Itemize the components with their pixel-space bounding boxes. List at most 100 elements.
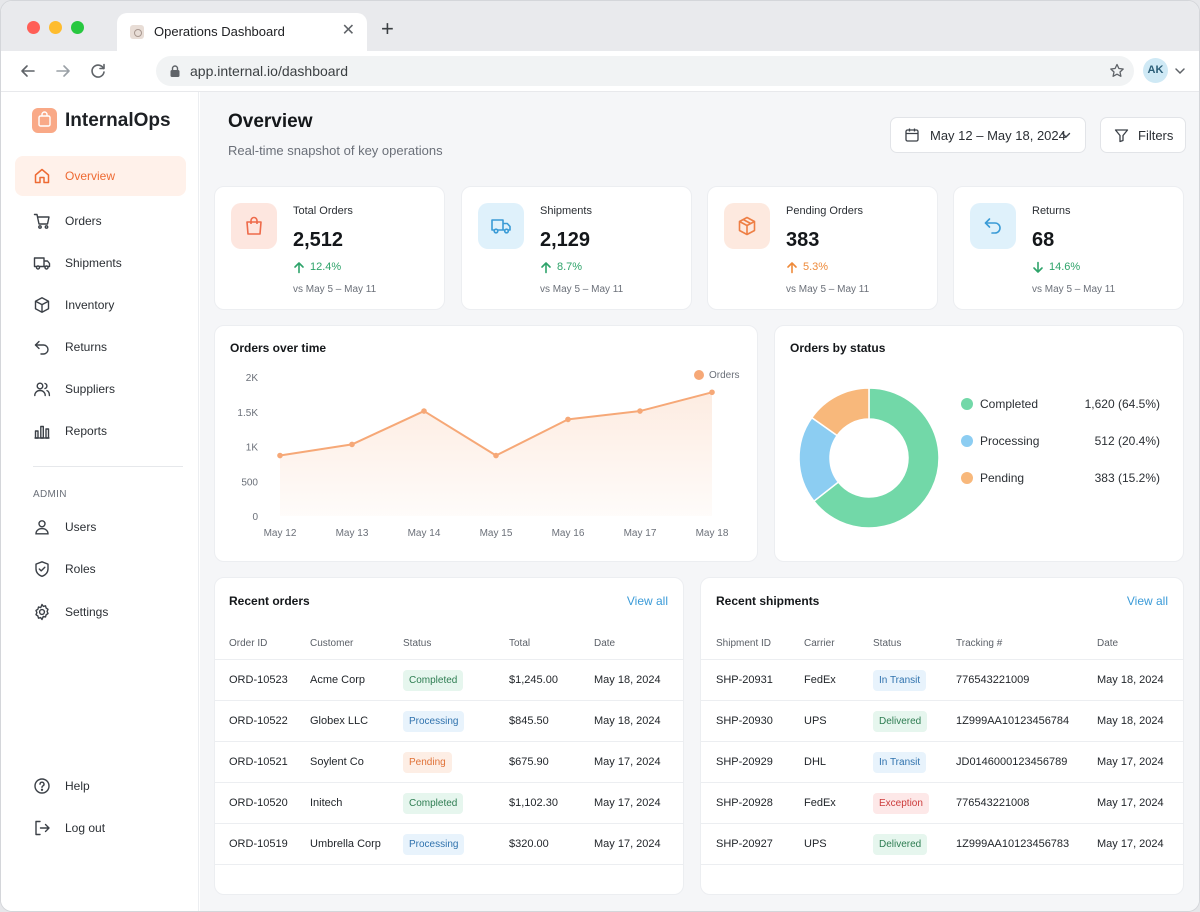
column-header[interactable]: Shipment ID xyxy=(716,638,772,649)
new-tab-button[interactable]: + xyxy=(381,16,394,41)
legend-swatch xyxy=(694,370,704,380)
kpi-icon-box xyxy=(478,203,524,249)
gear-icon xyxy=(35,603,49,621)
shipment-id: SHP-20927 xyxy=(716,838,773,850)
chart-title: Orders by status xyxy=(790,341,886,355)
legend-swatch xyxy=(961,435,973,447)
order-date: May 17, 2024 xyxy=(594,838,661,850)
table-row[interactable]: ORD-10521 Soylent Co Pending $675.90 May 17,… xyxy=(215,742,683,783)
table-row[interactable]: SHP-20928 FedEx Exception 776543221008 May 1… xyxy=(701,783,1183,824)
column-header[interactable]: Order ID xyxy=(229,638,268,649)
kpi-card-shipments[interactable]: Shipments 2,129 8.7% vs May 5 – May 11 xyxy=(461,186,692,310)
tab-close-icon[interactable]: ✕ xyxy=(341,22,355,39)
kpi-value: 2,129 xyxy=(540,229,591,251)
column-header[interactable]: Carrier xyxy=(804,638,835,649)
table-row[interactable]: SHP-20929 DHL In Transit JD0146000123456789… xyxy=(701,742,1183,783)
orders-over-time-chart: 0 500 1K 1.5K 2K May 12 May 13 May 14 May 15 May … xyxy=(237,370,740,539)
address-bar[interactable]: app.internal.io/dashboard xyxy=(156,56,1134,86)
sidebar-item-users[interactable]: Users xyxy=(15,507,186,547)
users-icon xyxy=(34,382,51,397)
table-title: Recent orders xyxy=(229,594,310,608)
legend-swatch xyxy=(961,472,973,484)
sidebar-item-suppliers[interactable]: Suppliers xyxy=(15,369,186,409)
sidebar-item-orders[interactable]: Orders xyxy=(15,201,186,241)
filters-button[interactable]: Filters xyxy=(1100,117,1186,153)
sidebar-item-logout[interactable]: Log out xyxy=(15,808,186,848)
table-row[interactable]: ORD-10520 Initech Completed $1,102.30 May 17… xyxy=(215,783,683,824)
customer-name: Acme Corp xyxy=(310,674,366,686)
legend-label: Pending xyxy=(980,471,1025,485)
profile-avatar[interactable]: AK xyxy=(1143,58,1168,83)
legend-value: 383 (15.2%) xyxy=(1094,471,1160,485)
y-tick-label: 1K xyxy=(246,443,259,454)
table-row[interactable]: ORD-10522 Globex LLC Processing $845.50 May … xyxy=(215,701,683,742)
orders-data-point xyxy=(565,416,571,423)
kpi-comparison: vs May 5 – May 11 xyxy=(540,284,624,295)
tab-title: Operations Dashboard xyxy=(154,24,285,39)
table-row[interactable]: SHP-20927 UPS Delivered 1Z999AA10123456783 M… xyxy=(701,824,1183,865)
x-tick-label: May 14 xyxy=(408,528,441,539)
customer-name: Umbrella Corp xyxy=(310,838,381,850)
browser-tab[interactable]: Operations Dashboard ✕ xyxy=(117,13,367,51)
date-range-label: May 12 – May 18, 2024 xyxy=(930,128,1066,143)
sidebar-item-label: Reports xyxy=(65,424,108,438)
kpi-card-pending-orders[interactable]: Pending Orders 383 5.3% vs May 5 – May 1… xyxy=(707,186,938,310)
table-row[interactable]: SHP-20931 FedEx In Transit 776543221009 May … xyxy=(701,660,1183,701)
sidebar-item-shipments[interactable]: Shipments xyxy=(15,243,186,283)
close-window-button[interactable] xyxy=(27,21,40,34)
bookmark-star-icon[interactable] xyxy=(1108,62,1126,80)
kpi-card-returns[interactable]: Returns 68 14.6% vs May 5 – May 11 xyxy=(953,186,1184,310)
column-header[interactable]: Customer xyxy=(310,638,354,649)
kpi-delta-value: 14.6% xyxy=(1049,261,1081,273)
x-tick-label: May 13 xyxy=(336,528,369,539)
return-icon xyxy=(984,218,1001,234)
sidebar-item-label: Shipments xyxy=(65,256,122,270)
table-row[interactable]: ORD-10519 Umbrella Corp Processing $320.00 M… xyxy=(215,824,683,865)
kpi-comparison: vs May 5 – May 11 xyxy=(293,284,377,295)
sidebar-item-label: Inventory xyxy=(65,298,115,312)
kpi-label: Shipments xyxy=(540,205,592,217)
shipment-id: SHP-20929 xyxy=(716,756,773,768)
kpi-delta-value: 12.4% xyxy=(310,261,342,273)
column-header[interactable]: Date xyxy=(594,638,616,649)
back-arrow-icon[interactable] xyxy=(17,60,39,82)
forward-arrow-icon[interactable] xyxy=(52,60,74,82)
orders-over-time-card: Orders over time 0 500 1K 1.5K 2K May 12 May 1… xyxy=(214,325,758,562)
legend-label: Processing xyxy=(980,434,1040,448)
column-header[interactable]: Date xyxy=(1097,638,1119,649)
shipment-date: May 17, 2024 xyxy=(1097,756,1164,768)
sidebar-item-reports[interactable]: Reports xyxy=(15,411,186,451)
table-row[interactable]: SHP-20930 UPS Delivered 1Z999AA10123456784 M… xyxy=(701,701,1183,742)
column-header[interactable]: Status xyxy=(873,638,902,649)
chevron-down-icon[interactable] xyxy=(1173,64,1187,78)
reload-icon[interactable] xyxy=(87,60,109,82)
sidebar-item-label: Users xyxy=(65,520,97,534)
y-tick-label: 500 xyxy=(241,477,258,488)
order-id: ORD-10520 xyxy=(229,797,288,809)
sidebar-item-inventory[interactable]: Inventory xyxy=(15,285,186,325)
sidebar-item-overview[interactable]: Overview xyxy=(15,156,186,196)
arrow-down-icon xyxy=(1033,261,1043,273)
maximize-window-button[interactable] xyxy=(71,21,84,34)
view-all-orders-link[interactable]: View all xyxy=(626,594,668,608)
shipment-id: SHP-20931 xyxy=(716,674,773,686)
view-all-shipments-link[interactable]: View all xyxy=(1126,594,1168,608)
minimize-window-button[interactable] xyxy=(49,21,62,34)
arrow-up-icon xyxy=(787,262,797,274)
order-id: ORD-10521 xyxy=(229,756,288,768)
kpi-card-total-orders[interactable]: Total Orders 2,512 12.4% vs May 5 – May … xyxy=(214,186,445,310)
order-total: $1,245.00 xyxy=(509,674,558,686)
calendar-icon xyxy=(905,128,919,142)
column-header[interactable]: Total xyxy=(509,638,531,649)
order-id: ORD-10519 xyxy=(229,838,288,850)
column-header[interactable]: Status xyxy=(403,638,432,649)
date-range-picker[interactable]: May 12 – May 18, 2024 xyxy=(890,117,1086,153)
sidebar-item-settings[interactable]: Settings xyxy=(15,592,186,632)
column-header[interactable]: Tracking # xyxy=(956,638,1003,649)
sidebar-item-roles[interactable]: Roles xyxy=(15,549,186,589)
sidebar-item-returns[interactable]: Returns xyxy=(15,327,186,367)
order-total: $675.90 xyxy=(509,756,549,768)
order-total: $845.50 xyxy=(509,715,549,727)
sidebar-item-help[interactable]: Help xyxy=(15,766,186,806)
table-row[interactable]: ORD-10523 Acme Corp Completed $1,245.00 May … xyxy=(215,660,683,701)
